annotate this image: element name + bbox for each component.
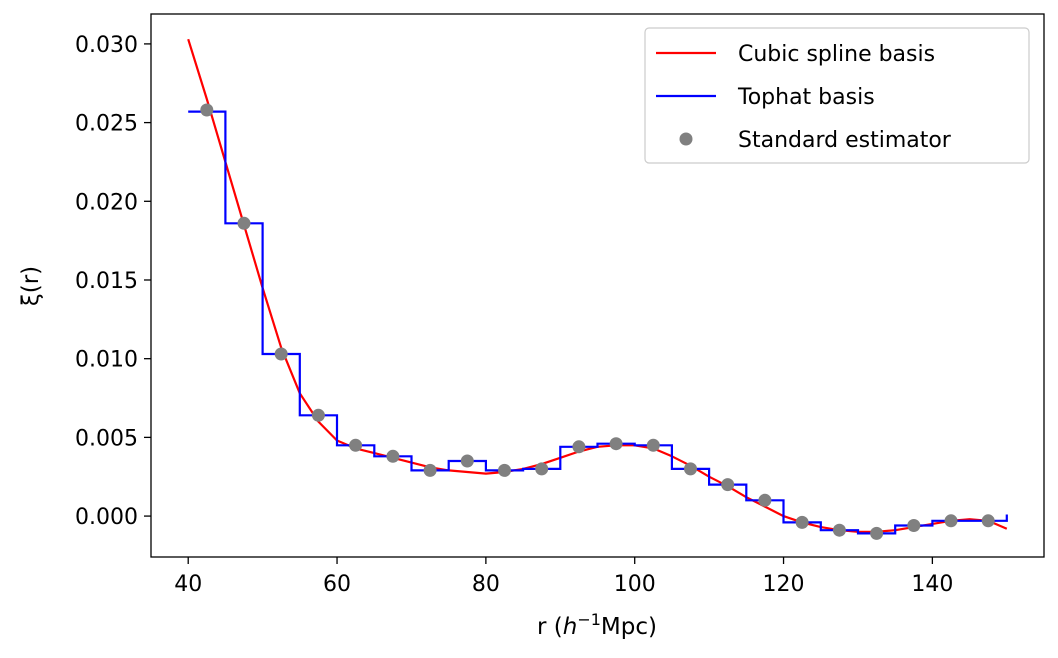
data-point xyxy=(535,462,549,476)
x-tick-label: 40 xyxy=(174,572,202,597)
data-point xyxy=(349,438,363,452)
data-point xyxy=(758,493,772,507)
legend-label-2: Standard estimator xyxy=(738,128,952,153)
data-point xyxy=(721,478,735,492)
x-tick-label: 80 xyxy=(472,572,500,597)
x-tick-label: 60 xyxy=(323,572,351,597)
series-step-1 xyxy=(188,110,1008,535)
data-point xyxy=(460,454,474,468)
legend: Cubic spline basis Tophat basis Standard e… xyxy=(644,27,1030,164)
x-tick-label: 120 xyxy=(763,572,805,597)
data-point xyxy=(237,216,251,230)
legend-label-1: Tophat basis xyxy=(737,85,875,110)
data-point xyxy=(944,514,958,528)
y-tick-label: 0.005 xyxy=(75,426,138,451)
data-point xyxy=(684,462,697,476)
y-tick-label: 0.020 xyxy=(75,190,138,215)
data-point xyxy=(311,408,325,422)
plot-frame xyxy=(150,13,1045,558)
data-point xyxy=(423,463,437,477)
data-point xyxy=(870,526,884,540)
data-point xyxy=(274,347,288,361)
data-point xyxy=(646,438,660,452)
y-tick-label: 0.025 xyxy=(75,112,138,137)
x-axis-label: r (h−1Mpc) xyxy=(537,610,657,640)
data-point xyxy=(795,515,809,529)
axis-ticks: 40 60 80 100 120 140 0.000 0.005 0.010 0.015 0.020… xyxy=(75,33,953,597)
data-point xyxy=(907,519,921,532)
y-tick-label: 0.030 xyxy=(75,33,138,58)
data-point xyxy=(498,463,511,477)
x-tick-label: 140 xyxy=(911,572,953,597)
x-axis-label-exponent: −1 xyxy=(577,610,601,629)
data-point xyxy=(200,103,214,117)
x-axis-label-math: h xyxy=(563,614,578,640)
legend-label-0: Cubic spline basis xyxy=(738,42,935,67)
y-tick-label: 0.015 xyxy=(75,269,138,294)
x-axis-label-prefix: r ( xyxy=(537,614,563,640)
data-point xyxy=(832,523,846,537)
data-point xyxy=(386,449,400,463)
data-point xyxy=(981,514,995,528)
y-tick-label: 0.010 xyxy=(75,348,138,373)
data-point xyxy=(572,440,586,454)
y-tick-label: 0.000 xyxy=(75,505,138,530)
legend-box xyxy=(644,27,1030,164)
x-tick-label: 100 xyxy=(614,572,656,597)
plot-marks xyxy=(187,38,1008,540)
legend-marker-2 xyxy=(679,132,693,146)
y-axis-label: ξ(r) xyxy=(18,266,44,306)
x-axis-label-suffix: Mpc) xyxy=(601,614,657,640)
data-point xyxy=(609,437,623,451)
